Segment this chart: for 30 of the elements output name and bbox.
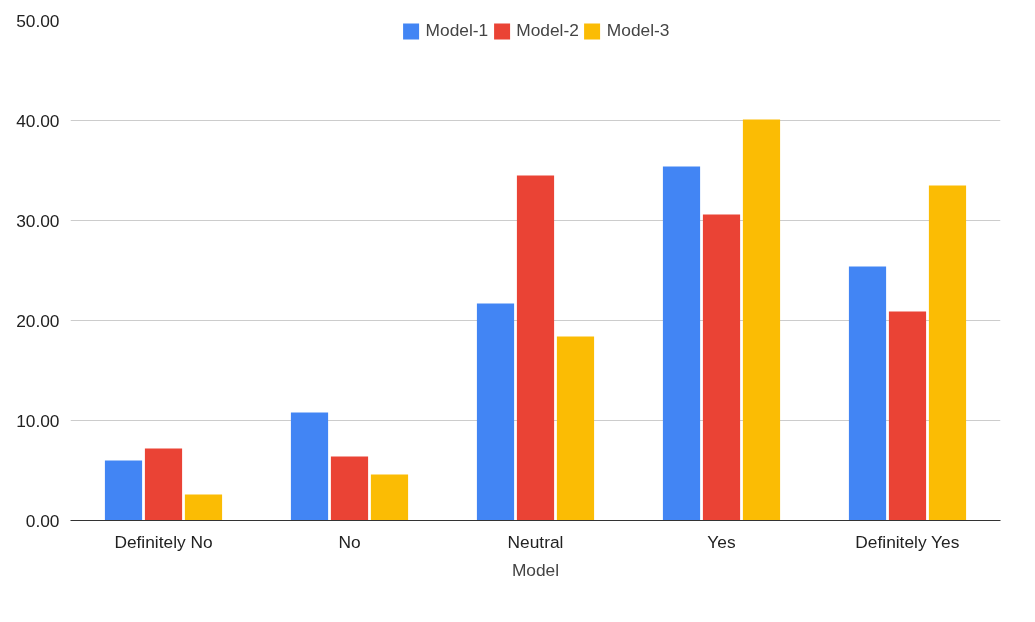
- bar: [556, 336, 595, 521]
- bar: [330, 456, 369, 521]
- bar: [702, 214, 741, 521]
- legend-label: Model-2: [516, 20, 579, 41]
- bar: [144, 448, 183, 521]
- y-tick-label: 10.00: [16, 410, 60, 431]
- x-tick-label: Definitely No: [114, 531, 213, 552]
- bar: [290, 412, 329, 521]
- y-tick-label: 20.00: [16, 310, 60, 331]
- x-tick-label: Yes: [707, 531, 736, 552]
- bar: [888, 311, 927, 521]
- legend-label: Model-3: [606, 20, 670, 41]
- x-axis-title: Model: [511, 559, 560, 580]
- x-tick-label: Definitely Yes: [855, 531, 960, 552]
- x-tick-label: No: [338, 531, 361, 552]
- x-tick-label: Neutral: [507, 531, 564, 552]
- bar: [104, 460, 143, 521]
- bar: [370, 474, 409, 521]
- legend-label: Model-1: [425, 20, 489, 41]
- y-tick-label: 30.00: [16, 210, 60, 231]
- y-tick-label: 50.00: [16, 10, 60, 31]
- bar: [742, 119, 781, 521]
- y-tick-label: 40.00: [16, 110, 60, 131]
- y-tick-label: 0.00: [25, 510, 60, 531]
- bar: [662, 166, 701, 521]
- bar: [848, 266, 887, 521]
- bar: [928, 185, 967, 521]
- bar: [516, 175, 555, 521]
- bar: [184, 494, 223, 521]
- bar: [476, 303, 515, 521]
